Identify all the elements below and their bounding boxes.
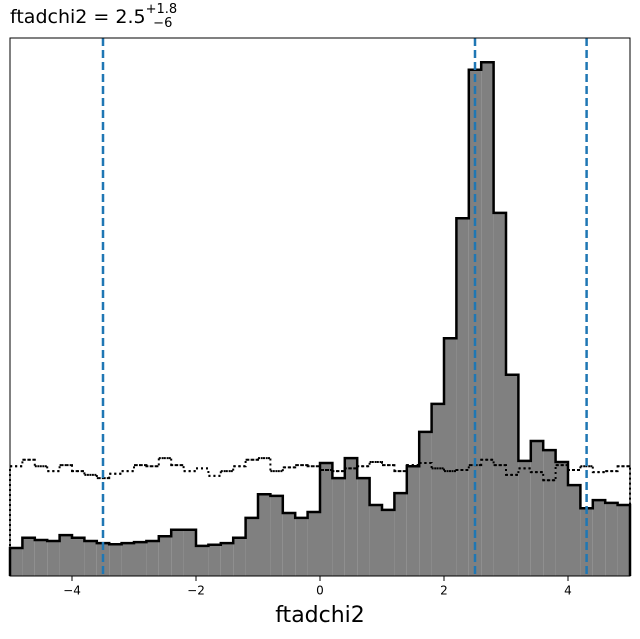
chart-title: ftadchi2 = 2.5+1.8 −6 [10, 2, 177, 31]
hist-bar [72, 537, 85, 576]
x-tick-label: −2 [187, 584, 205, 598]
hist-bar [332, 478, 345, 576]
hist-bar [468, 69, 482, 576]
hist-bar [592, 500, 606, 576]
hist-bar [568, 485, 581, 576]
prior-outline [9, 457, 631, 576]
hist-bar [47, 541, 60, 576]
x-tick-label: 4 [564, 584, 572, 598]
hist-bar [258, 494, 271, 576]
hist-bar [10, 548, 23, 576]
x-tick-label: −4 [63, 584, 81, 598]
x-axis-label: ftadchi2 [275, 603, 365, 628]
hist-bar [481, 62, 494, 576]
hist-bar [270, 495, 283, 576]
title-main: ftadchi2 = 2.5 [10, 6, 146, 28]
hist-bar [518, 460, 531, 576]
hist-bar [617, 504, 630, 576]
hist-bar [245, 517, 258, 576]
hist-bar [456, 218, 469, 577]
hist-bar [530, 440, 544, 576]
hist-bar [419, 431, 432, 576]
hist-bar [320, 463, 333, 576]
hist-bar [34, 539, 48, 576]
hist-bar [344, 458, 358, 576]
hist-bar [220, 543, 234, 576]
hist-bar [444, 338, 457, 576]
hist-bar [493, 212, 506, 576]
hist-bar [109, 544, 122, 576]
hist-bar [357, 478, 370, 576]
hist-bar [282, 513, 296, 576]
hist-bar [295, 517, 308, 576]
title-sup: +1.8 [146, 2, 178, 17]
hist-bar [146, 541, 159, 576]
x-tick-label: 2 [440, 584, 448, 598]
hist-bar [555, 461, 568, 576]
hist-bar [183, 529, 196, 576]
hist-bar [307, 511, 320, 576]
hist-bar [406, 466, 420, 576]
hist-bar [84, 541, 97, 576]
hist-bar [121, 543, 134, 576]
x-tick-label: 0 [316, 584, 324, 598]
hist-bar [431, 403, 444, 576]
hist-bar [208, 544, 221, 576]
hist-bar [369, 504, 382, 576]
hist-bar [22, 537, 35, 576]
hist-bar [394, 493, 407, 576]
hist-outline [8, 60, 632, 576]
hist-bar [233, 537, 246, 576]
hist-bar [134, 542, 147, 576]
hist-bar [171, 529, 184, 576]
hist-bar [382, 509, 395, 576]
hist-bar [543, 450, 556, 576]
hist-bar [196, 545, 209, 576]
title-sub: −6 [153, 16, 172, 31]
hist-bar [158, 536, 172, 576]
hist-bar [605, 502, 618, 576]
hist-bar [59, 535, 72, 576]
